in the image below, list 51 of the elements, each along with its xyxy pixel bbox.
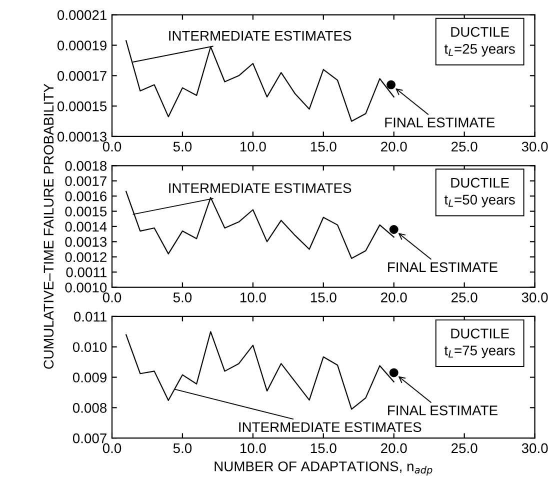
annotation: INTERMEDIATE ESTIMATES	[169, 183, 352, 194]
x-axis-title: NUMBER OF ADAPTATIONS, n$_{adp}$	[214, 461, 432, 476]
y-tick-label: 0.009	[72, 372, 106, 382]
x-tick-label: 30.0	[522, 443, 548, 454]
y-tick-label: 0.007	[72, 433, 106, 444]
annotation: DUCTILE t$_{L}$=50 years	[444, 178, 515, 208]
y-tick-label: 0.0011	[66, 267, 106, 278]
y-tick-label: 0.00019	[57, 40, 106, 50]
annotation: DUCTILE t$_{L}$=25 years	[444, 26, 515, 57]
x-tick-label: 15.0	[310, 292, 336, 302]
x-tick-label: 15.0	[310, 142, 336, 152]
x-tick-label: 20.0	[381, 443, 407, 454]
x-tick-label: 15.0	[310, 443, 336, 454]
x-tick-label: 25.0	[452, 443, 478, 454]
x-tick-label: 0.0	[102, 142, 122, 152]
x-tick-label: 30.0	[522, 142, 548, 152]
y-axis-title: CUMULATIVE–TIME FAILURE PROBABILITY	[44, 84, 54, 369]
annotation: FINAL ESTIMATE	[385, 118, 495, 128]
y-tick-label: 0.00021	[57, 10, 106, 20]
annotation: FINAL ESTIMATE	[388, 405, 498, 416]
x-tick-label: 10.0	[240, 142, 266, 152]
y-tick-label: 0.0017	[65, 176, 106, 186]
x-tick-label: 25.0	[452, 292, 478, 302]
y-tick-label: 0.0014	[65, 222, 107, 232]
y-tick-label: 0.0010	[65, 282, 107, 292]
x-tick-label: 0.0	[102, 443, 122, 454]
x-tick-label: 5.0	[173, 292, 192, 302]
y-tick-label: 0.0013	[65, 237, 107, 247]
y-tick-label: 0.0018	[65, 160, 107, 171]
y-tick-label: 0.010	[72, 342, 107, 352]
x-tick-label: 10.0	[240, 292, 266, 302]
y-tick-label: 0.0015	[65, 206, 107, 216]
x-tick-label: 20.0	[381, 292, 407, 302]
x-tick-label: 20.0	[381, 142, 407, 152]
x-tick-label: 5.0	[173, 443, 192, 454]
y-tick-label: 0.008	[72, 403, 107, 413]
x-tick-label: 10.0	[240, 443, 266, 454]
x-tick-label: 0.0	[102, 292, 122, 302]
x-tick-label: 25.0	[452, 142, 478, 152]
y-tick-label: 0.0016	[65, 191, 107, 202]
y-tick-label: 0.00015	[57, 101, 107, 112]
x-tick-label: 5.0	[173, 142, 192, 152]
annotation: INTERMEDIATE ESTIMATES	[169, 30, 352, 41]
x-tick-label: 30.0	[522, 292, 548, 302]
annotation: INTERMEDIATE ESTIMATES	[239, 422, 422, 432]
y-tick-label: 0.00017	[57, 70, 106, 81]
y-tick-label: 0.0012	[65, 252, 106, 262]
y-tick-label: 0.011	[74, 312, 106, 322]
y-tick-label: 0.00013	[57, 132, 107, 142]
annotation: FINAL ESTIMATE	[388, 262, 498, 272]
annotation: DUCTILE t$_{L}$=75 years	[444, 328, 515, 358]
